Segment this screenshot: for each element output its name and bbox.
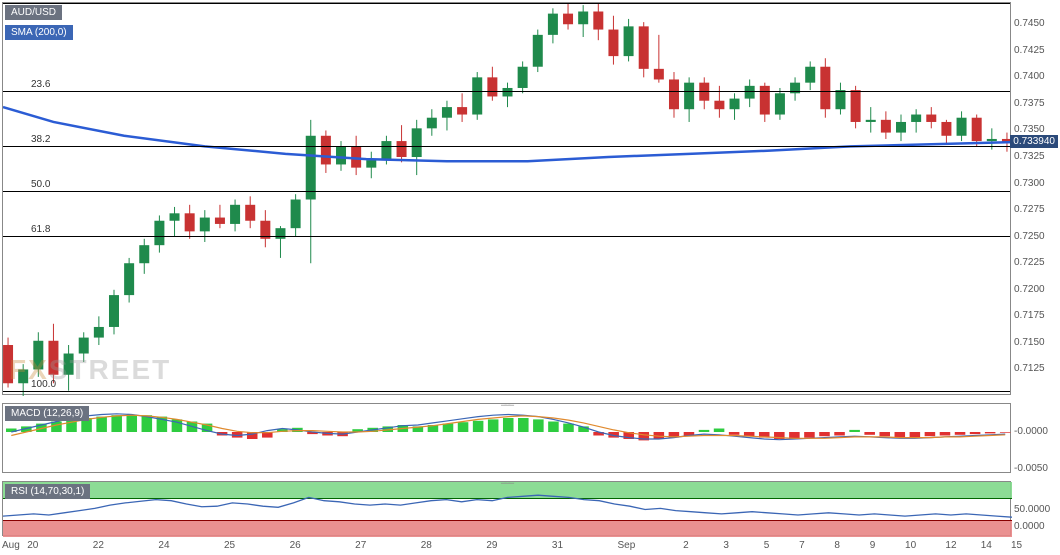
- y-tick-label: 0.7400: [1014, 71, 1045, 82]
- sma-badge: SMA (200,0): [5, 25, 73, 40]
- y-tick-label: 0.7450: [1014, 18, 1045, 29]
- y-tick-label: 0.0000: [1014, 521, 1045, 532]
- y-tick-label: 0.7250: [1014, 231, 1045, 242]
- y-tick-label: 0.7300: [1014, 178, 1045, 189]
- pair-badge: AUD/USD: [5, 5, 62, 20]
- x-tick-label: 24: [158, 540, 169, 551]
- y-tick-label: 50.0000: [1014, 504, 1050, 515]
- resize-handle-icon[interactable]: ═══: [501, 400, 512, 409]
- y-tick-label: 0.7200: [1014, 284, 1045, 295]
- x-tick-label: 10: [905, 540, 916, 551]
- y-tick-label: 0.7175: [1014, 310, 1045, 321]
- rsi-badge: RSI (14,70,30,1): [5, 484, 90, 499]
- y-tick-label: -0.0000: [1014, 426, 1048, 437]
- current-price-tag: 0.733940: [1010, 135, 1058, 148]
- x-tick-label: 22: [93, 540, 104, 551]
- x-tick-label: 7: [799, 540, 805, 551]
- x-tick-label: 2: [683, 540, 689, 551]
- x-tick-label: 14: [981, 540, 992, 551]
- price-y-axis: 0.74500.74250.74000.73750.73500.73250.73…: [1012, 2, 1058, 395]
- macd-badge: MACD (12,26,9): [5, 406, 89, 421]
- y-tick-label: 0.7225: [1014, 257, 1045, 268]
- rsi-svg: [3, 482, 1012, 537]
- rsi-y-axis: 50.0000 0.0000: [1012, 481, 1058, 536]
- x-tick-label: 20: [27, 540, 38, 551]
- x-tick-label: Sep: [617, 540, 635, 551]
- x-tick-label: 28: [421, 540, 432, 551]
- fib-label: 38.2: [31, 134, 50, 145]
- macd-y-axis: -0.0000 -0.0050: [1012, 403, 1058, 473]
- x-tick-label: 5: [764, 540, 770, 551]
- x-tick-label: 3: [723, 540, 729, 551]
- price-chart-panel[interactable]: AUD/USD SMA (200,0) FXSTREET 23.638.250.…: [2, 2, 1011, 395]
- macd-panel[interactable]: ═══ MACD (12,26,9): [2, 403, 1011, 473]
- fib-label: 100.0: [31, 379, 56, 390]
- x-tick-label: 31: [552, 540, 563, 551]
- fib-label: 61.8: [31, 224, 50, 235]
- y-tick-label: 0.7275: [1014, 204, 1045, 215]
- x-tick-label: 12: [945, 540, 956, 551]
- price-chart-svg: [3, 3, 1012, 396]
- x-tick-label: 15: [1011, 540, 1022, 551]
- time-x-axis: Aug202224252627282931Sep23578910121415: [2, 538, 1012, 554]
- y-tick-label: -0.0050: [1014, 463, 1048, 474]
- y-tick-label: 0.7125: [1014, 363, 1045, 374]
- x-tick-label: Aug: [2, 540, 20, 551]
- macd-svg: [3, 404, 1012, 474]
- y-tick-label: 0.7375: [1014, 98, 1045, 109]
- fib-label: 50.0: [31, 179, 50, 190]
- y-tick-label: 0.7425: [1014, 45, 1045, 56]
- x-tick-label: 27: [355, 540, 366, 551]
- y-tick-label: 0.7325: [1014, 151, 1045, 162]
- rsi-panel[interactable]: ═══ RSI (14,70,30,1): [2, 481, 1011, 536]
- fib-label: 23.6: [31, 79, 50, 90]
- x-tick-label: 8: [834, 540, 840, 551]
- resize-handle-icon[interactable]: ═══: [501, 478, 512, 487]
- x-tick-label: 9: [870, 540, 876, 551]
- y-tick-label: 0.7150: [1014, 337, 1045, 348]
- x-tick-label: 25: [224, 540, 235, 551]
- x-tick-label: 26: [290, 540, 301, 551]
- x-tick-label: 29: [486, 540, 497, 551]
